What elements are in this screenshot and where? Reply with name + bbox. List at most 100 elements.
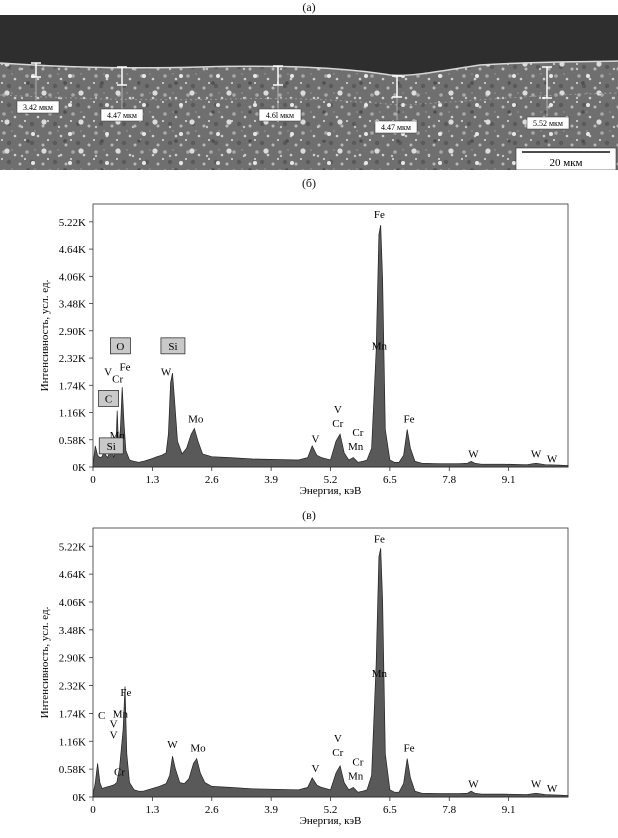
- y-tick-label: 1.16K: [59, 408, 86, 420]
- y-tick-label: 5.22K: [59, 541, 86, 553]
- peak-label: V: [334, 733, 342, 745]
- peak-label: W: [531, 778, 542, 790]
- plot-frame: [92, 527, 569, 798]
- interface-line: [0, 60, 618, 77]
- boxed-element-text: C: [105, 393, 112, 405]
- boxed-element-label: [98, 437, 124, 455]
- peak-label: V: [104, 366, 112, 378]
- x-tick-label: 3.9: [264, 474, 278, 486]
- peak-label: Fe: [374, 533, 385, 545]
- y-tick-label: 0.58K: [59, 764, 86, 776]
- scale-bar-label: 20 мкм: [549, 157, 582, 169]
- thickness-label-3: 4.6l мкм: [258, 108, 302, 122]
- x-tick-label: 9.1: [502, 474, 516, 486]
- boxed-element-text: O: [116, 341, 124, 353]
- thickness-label-4: 4.47 мкм: [374, 120, 418, 134]
- peak-label: Fe: [374, 209, 385, 221]
- x-tick-label: 2.6: [205, 474, 219, 486]
- panel-c-caption: (в): [302, 508, 316, 522]
- peak-label: Cr: [332, 747, 343, 759]
- boxed-element-text: Si: [168, 341, 177, 353]
- peak-label: Mn: [372, 341, 388, 353]
- boxed-element-text: Si: [107, 441, 116, 453]
- x-tick-label: 7.8: [442, 474, 456, 486]
- svg-text:5.52 мкм: 5.52 мкм: [533, 119, 563, 128]
- y-tick-label: 3.48K: [59, 299, 86, 311]
- svg-text:4.47 мкм: 4.47 мкм: [381, 123, 411, 132]
- peak-label: V: [311, 434, 319, 446]
- peak-label: V: [110, 729, 118, 741]
- peak-label: Fe: [404, 413, 415, 425]
- peak-label: Mo: [190, 742, 206, 754]
- plot-frame: [92, 203, 569, 468]
- spectrum-area: [92, 548, 569, 798]
- eds-spectrum-c: 0K 0.58K 1.16K 1.74K 2.32K 2.90K 3.48K 4.06K 4.6…: [0, 516, 618, 836]
- x-tick-label: 5.2: [324, 474, 338, 486]
- peak-label: Cr: [352, 756, 363, 768]
- y-tick-label: 4.64K: [59, 569, 86, 581]
- svg-text:4.47 мкм: 4.47 мкм: [107, 111, 137, 120]
- thickness-label-5: 5.52 мкм: [526, 116, 570, 130]
- micrograph-image: 3.42 мкм 4.47 мкм 4.6l мкм 4.47 мкм 5.52…: [0, 15, 618, 171]
- peak-label: V: [311, 763, 319, 775]
- panel-a-caption: (а): [302, 0, 316, 14]
- eds-spectrum-b-svg: 0K 0.58K 1.16K 1.74K 2.32K 2.90K 3.48K 4.06K 4.6…: [39, 203, 569, 497]
- thickness-label-1: 3.42 мкм: [16, 100, 60, 114]
- peak-label: Cr: [332, 418, 343, 430]
- peak-label: C: [98, 710, 105, 722]
- x-tick-label: 6.5: [383, 804, 397, 816]
- y-tick-label: 1.16K: [59, 736, 86, 748]
- peak-label: Mn: [372, 668, 388, 680]
- x-tick-label: 5.2: [324, 804, 338, 816]
- peak-label: Fe: [404, 742, 415, 754]
- thickness-label-2: 4.47 мкм: [100, 108, 144, 122]
- boxed-element-label: [160, 337, 186, 355]
- peak-label: W: [468, 778, 479, 790]
- y-axis-label: Интенсивность, усл. ед.: [39, 279, 51, 391]
- top-dark-region: [0, 15, 618, 76]
- sem-micrograph: 3.42 мкм 4.47 мкм 4.6l мкм 4.47 мкм 5.52…: [0, 15, 618, 171]
- x-tick-label: 2.6: [205, 804, 219, 816]
- peak-label: Cr: [352, 427, 363, 439]
- y-tick-label: 0K: [73, 462, 87, 474]
- y-tick-label: 1.74K: [59, 380, 86, 392]
- thickness-marker-2: [117, 66, 127, 109]
- thickness-marker-1: [31, 62, 41, 101]
- y-tick-label: 0.58K: [59, 435, 86, 447]
- peak-label: W: [468, 449, 479, 461]
- y-tick-label: 1.74K: [59, 708, 86, 720]
- x-tick-label: 0: [90, 804, 96, 816]
- peak-label: W: [547, 453, 558, 465]
- panel-b-caption: (б): [301, 176, 317, 190]
- diffusion-boundary: [0, 92, 618, 106]
- peak-label: Mn: [113, 709, 129, 721]
- peak-label: Mn: [348, 441, 364, 453]
- x-tick-label: 0: [90, 474, 96, 486]
- svg-text:3.42 мкм: 3.42 мкм: [23, 103, 53, 112]
- x-tick-label: 1.3: [146, 804, 160, 816]
- x-axis-label: Энергия, кэВ: [300, 815, 362, 827]
- peak-label: Cr: [112, 373, 123, 385]
- y-tick-label: 2.90K: [59, 653, 86, 665]
- y-tick-label: 2.32K: [59, 353, 86, 365]
- eds-spectrum-b: 0K 0.58K 1.16K 1.74K 2.32K 2.90K 3.48K 4.06K 4.6…: [0, 192, 618, 512]
- x-tick-label: 6.5: [383, 474, 397, 486]
- x-tick-label: 7.8: [442, 804, 456, 816]
- scale-bar: 20 мкм: [515, 147, 617, 171]
- y-tick-label: 4.06K: [59, 597, 86, 609]
- x-tick-label: 3.9: [264, 804, 278, 816]
- y-tick-label: 0K: [73, 792, 87, 804]
- x-axis-label: Энергия, кэВ: [300, 485, 362, 497]
- y-tick-label: 2.32K: [59, 681, 86, 693]
- boxed-element-label: [110, 337, 131, 355]
- peak-label: Cr: [114, 766, 125, 778]
- peak-label: W: [161, 366, 172, 378]
- thickness-marker-4: [392, 75, 402, 121]
- x-tick-label: 1.3: [146, 474, 160, 486]
- y-tick-label: 4.64K: [59, 244, 86, 256]
- y-tick-label: 2.90K: [59, 326, 86, 338]
- boxed-element-label: [98, 390, 119, 407]
- y-axis-label: Интенсивность, усл. ед.: [39, 606, 51, 718]
- eds-spectrum-c-svg: 0K 0.58K 1.16K 1.74K 2.32K 2.90K 3.48K 4.06K 4.6…: [39, 527, 569, 827]
- x-tick-label: 9.1: [502, 804, 516, 816]
